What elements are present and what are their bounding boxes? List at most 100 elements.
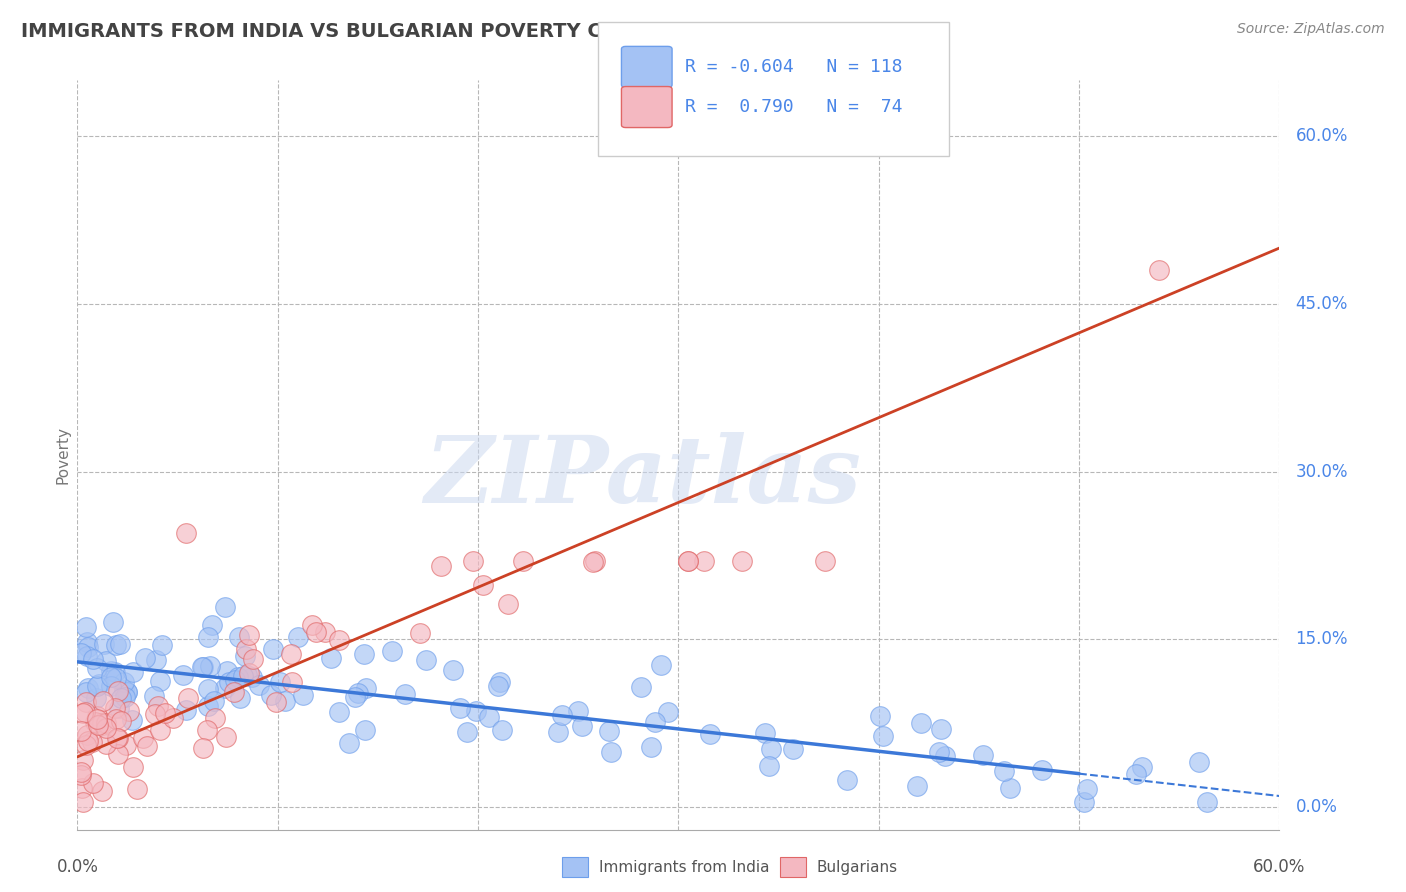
Point xyxy=(269,675,291,690)
Text: ZIPatlas: ZIPatlas xyxy=(423,433,860,523)
Point xyxy=(353,648,375,662)
Point xyxy=(197,681,219,696)
Point xyxy=(229,690,252,705)
Point xyxy=(105,712,128,726)
Point xyxy=(214,599,236,614)
Point xyxy=(121,714,143,728)
Point xyxy=(174,526,197,541)
Point xyxy=(76,681,98,695)
Point xyxy=(486,679,509,693)
Point xyxy=(172,668,194,682)
Point xyxy=(94,721,117,735)
Point xyxy=(148,723,170,738)
Point xyxy=(86,712,108,726)
Point xyxy=(72,795,94,809)
Point xyxy=(87,677,110,691)
Point xyxy=(305,624,328,639)
Point xyxy=(430,558,453,573)
Point xyxy=(134,651,156,665)
Point xyxy=(201,617,224,632)
Point xyxy=(998,780,1021,795)
Point xyxy=(337,735,360,749)
Point xyxy=(226,669,249,683)
Point xyxy=(107,731,129,745)
Point xyxy=(328,705,350,719)
Point xyxy=(118,704,141,718)
Point xyxy=(76,649,98,664)
Point xyxy=(583,554,606,568)
Point xyxy=(224,673,246,688)
Point xyxy=(174,703,197,717)
Point xyxy=(162,711,184,725)
Point xyxy=(1125,767,1147,781)
Text: 30.0%: 30.0% xyxy=(1295,463,1348,481)
Point xyxy=(238,666,260,681)
Point xyxy=(70,724,93,739)
Point xyxy=(347,685,370,699)
Point xyxy=(82,652,104,666)
Point xyxy=(571,719,593,733)
Point xyxy=(758,759,780,773)
Point xyxy=(100,670,122,684)
Point xyxy=(1031,763,1053,777)
Point xyxy=(202,694,225,708)
Point xyxy=(86,708,108,723)
Point xyxy=(630,680,652,694)
Point xyxy=(136,739,159,753)
Point xyxy=(600,745,623,759)
Point xyxy=(107,700,129,714)
Point xyxy=(115,685,138,699)
Text: 15.0%: 15.0% xyxy=(1295,631,1348,648)
Point xyxy=(1149,263,1171,277)
Point xyxy=(1076,782,1098,797)
Point xyxy=(869,708,891,723)
Point xyxy=(693,554,716,568)
Point xyxy=(77,640,100,655)
Point xyxy=(287,631,309,645)
Point xyxy=(409,625,432,640)
Point xyxy=(931,722,953,736)
Point xyxy=(108,637,131,651)
Point xyxy=(84,714,107,729)
Point xyxy=(319,651,342,665)
Point xyxy=(121,665,143,679)
Point xyxy=(84,690,107,705)
Point xyxy=(512,554,534,568)
Y-axis label: Poverty: Poverty xyxy=(55,425,70,484)
Point xyxy=(93,637,115,651)
Point xyxy=(104,639,127,653)
Point xyxy=(224,685,246,699)
Point xyxy=(100,665,122,679)
Point xyxy=(107,747,129,761)
Point xyxy=(640,740,662,755)
Point xyxy=(394,687,416,701)
Point xyxy=(281,675,304,690)
Text: R =  0.790   N =  74: R = 0.790 N = 74 xyxy=(685,98,903,116)
Point xyxy=(110,691,132,706)
Point xyxy=(314,624,336,639)
Point xyxy=(242,652,264,666)
Point xyxy=(76,734,98,748)
Point xyxy=(236,668,259,682)
Point xyxy=(456,725,478,739)
Point xyxy=(381,644,404,658)
Point xyxy=(228,631,250,645)
Point xyxy=(96,715,118,730)
Point xyxy=(72,753,94,767)
Point xyxy=(121,760,143,774)
Point xyxy=(496,597,519,611)
Point xyxy=(94,654,117,668)
Point xyxy=(814,554,837,568)
Text: 60.0%: 60.0% xyxy=(1295,128,1348,145)
Point xyxy=(110,714,132,729)
Point xyxy=(233,649,256,664)
Point xyxy=(1195,795,1218,809)
Point xyxy=(80,735,103,749)
Point xyxy=(905,779,928,793)
Point xyxy=(235,642,257,657)
Point xyxy=(354,723,377,737)
Point xyxy=(489,674,512,689)
Point xyxy=(75,685,97,699)
Point xyxy=(86,679,108,693)
Point xyxy=(93,693,115,707)
